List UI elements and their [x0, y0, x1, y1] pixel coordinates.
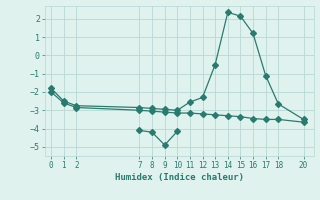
X-axis label: Humidex (Indice chaleur): Humidex (Indice chaleur): [115, 173, 244, 182]
